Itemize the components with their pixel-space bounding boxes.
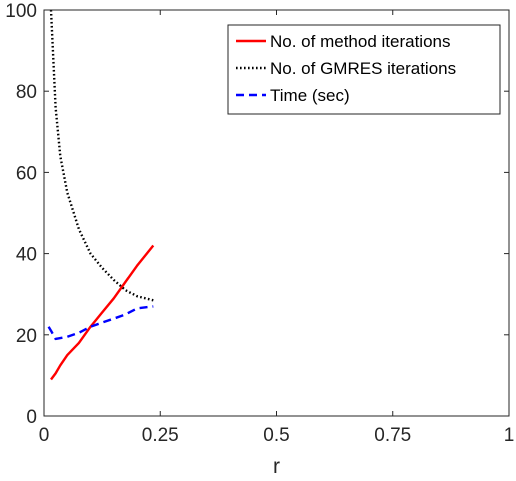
y-tick-label: 80	[16, 82, 37, 103]
legend-label: No. of GMRES iterations	[270, 59, 456, 78]
y-tick-label: 100	[5, 1, 37, 22]
x-tick-label: 1	[504, 425, 515, 446]
series-line-2	[49, 9, 154, 302]
axes-layer: 0 0.25 0.5 0.75 1 0 20 40 60 80 100	[5, 1, 514, 446]
y-tick-label: 0	[26, 407, 37, 428]
legend-label: No. of method iterations	[270, 32, 450, 51]
y-tick-label: 40	[16, 245, 37, 266]
legend-label: Time (sec)	[270, 86, 350, 105]
y-tick-label: 60	[16, 163, 37, 184]
x-tick-label: 0	[39, 425, 50, 446]
series-line-3	[47, 305, 154, 341]
x-tick-label: 0.5	[263, 425, 289, 446]
x-tick-label: 0.25	[142, 425, 179, 446]
series-layer	[47, 9, 155, 381]
x-tick-label: 0.75	[374, 425, 411, 446]
legend-box	[227, 24, 501, 115]
series-line-1	[50, 244, 155, 381]
x-axis-title: r	[273, 455, 280, 478]
legend: No. of method iterations No. of GMRES ite…	[227, 24, 501, 115]
y-tick-label: 20	[16, 326, 37, 347]
